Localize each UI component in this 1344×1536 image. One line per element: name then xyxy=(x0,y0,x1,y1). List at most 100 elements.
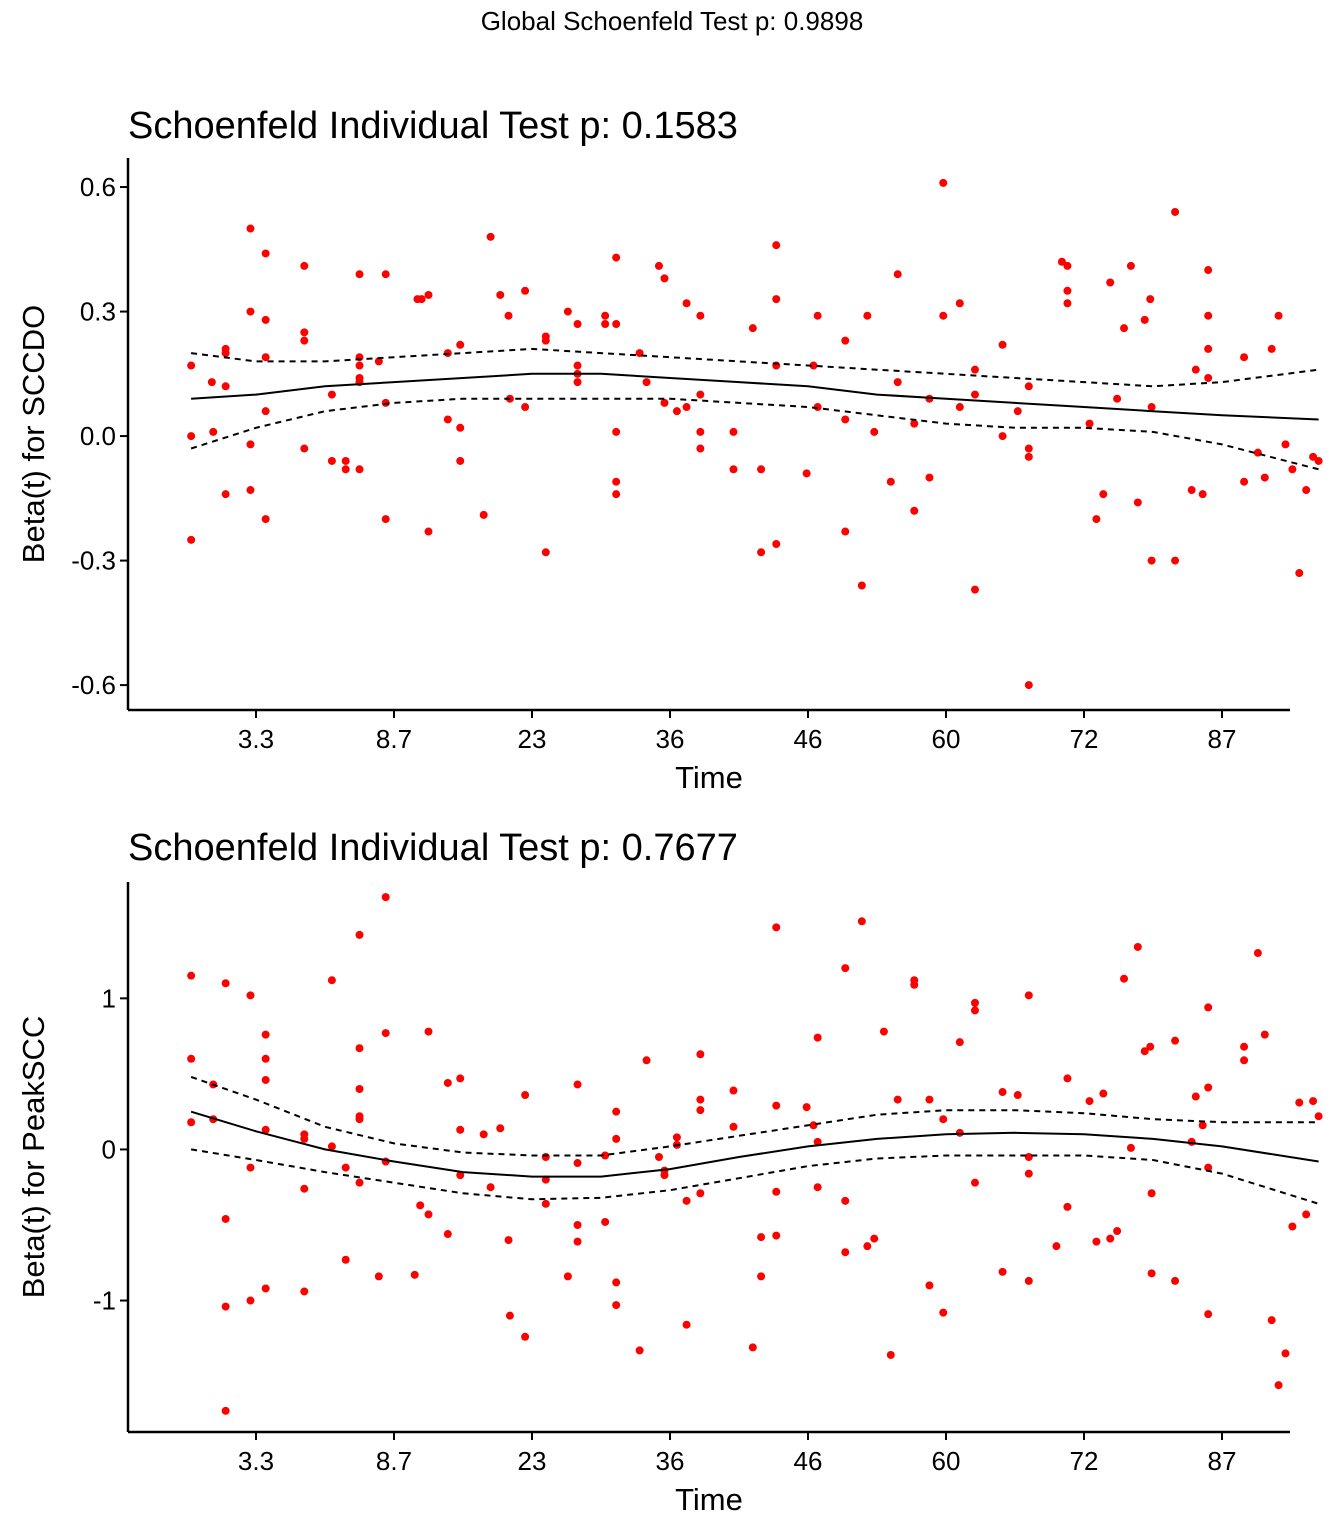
residual-point xyxy=(187,1054,196,1063)
residual-point xyxy=(1274,311,1283,320)
y-tick-label: -0.3 xyxy=(71,546,116,576)
x-tick-label: 60 xyxy=(932,724,961,754)
residual-point xyxy=(1267,1316,1276,1325)
residual-point xyxy=(729,1086,738,1095)
residual-point xyxy=(772,295,781,304)
residual-point xyxy=(612,1301,621,1310)
residual-point xyxy=(187,535,196,544)
x-tick-label: 3.3 xyxy=(238,1446,274,1476)
residual-point xyxy=(1024,1276,1033,1285)
residual-point xyxy=(772,1231,781,1240)
residual-point xyxy=(772,1187,781,1196)
y-axis-label: Beta(t) for SCCDO xyxy=(16,305,51,563)
residual-point xyxy=(327,456,336,465)
residual-point xyxy=(642,378,651,387)
residual-point xyxy=(939,311,948,320)
residual-point xyxy=(381,270,390,279)
residual-point xyxy=(1052,1242,1061,1251)
residual-point xyxy=(1204,1310,1213,1319)
residual-point xyxy=(327,390,336,399)
residual-point xyxy=(660,1171,669,1180)
residual-point xyxy=(802,469,811,478)
x-tick-label: 60 xyxy=(932,1446,961,1476)
residual-point xyxy=(1120,324,1129,333)
residual-point xyxy=(505,1311,514,1320)
residual-point xyxy=(998,1267,1007,1276)
residual-point xyxy=(1147,403,1156,412)
residual-point xyxy=(417,295,426,304)
residual-point xyxy=(1126,1143,1135,1152)
residual-point xyxy=(381,515,390,524)
residual-point xyxy=(939,1308,948,1317)
residual-point xyxy=(443,1230,452,1239)
x-tick-label: 87 xyxy=(1208,1446,1237,1476)
residual-point xyxy=(541,548,550,557)
residual-point xyxy=(496,1124,505,1133)
residual-point xyxy=(682,1196,691,1205)
residual-point xyxy=(1106,1234,1115,1243)
residual-point xyxy=(601,320,610,329)
residual-point xyxy=(355,1044,364,1053)
residual-point xyxy=(221,1302,230,1311)
residual-point xyxy=(970,390,979,399)
residual-point xyxy=(1171,207,1180,216)
residual-point xyxy=(573,1159,582,1168)
residual-point xyxy=(612,1134,621,1143)
residual-point xyxy=(300,336,309,345)
residual-point xyxy=(970,998,979,1007)
residual-point xyxy=(521,286,530,295)
residual-point xyxy=(187,1118,196,1127)
residual-point xyxy=(939,178,948,187)
residual-point xyxy=(1106,278,1115,287)
residual-point xyxy=(1063,1202,1072,1211)
residual-point xyxy=(970,365,979,374)
x-axis-label: Time xyxy=(675,760,743,795)
residual-point xyxy=(772,539,781,548)
residual-point xyxy=(813,403,822,412)
residual-point xyxy=(863,1242,872,1251)
residual-point xyxy=(696,1095,705,1104)
residual-point xyxy=(456,1074,465,1083)
residual-point xyxy=(1171,556,1180,565)
residual-point xyxy=(1113,394,1122,403)
residual-point xyxy=(682,1320,691,1329)
upper-confidence-band xyxy=(190,1075,1319,1157)
residual-point xyxy=(682,403,691,412)
residual-point xyxy=(1198,490,1207,499)
residual-point xyxy=(563,307,572,316)
residual-point xyxy=(748,1343,757,1352)
residual-point xyxy=(813,1033,822,1042)
residual-point xyxy=(300,444,309,453)
global-title: Global Schoenfeld Test p: 0.9898 xyxy=(480,6,864,36)
residual-point xyxy=(355,930,364,939)
residual-point xyxy=(1288,465,1297,474)
residual-point xyxy=(341,1163,350,1172)
residual-point xyxy=(1126,261,1135,270)
residual-point xyxy=(246,991,255,1000)
residual-point xyxy=(221,349,230,358)
x-tick-label: 36 xyxy=(656,1446,685,1476)
residual-point xyxy=(813,311,822,320)
residual-point xyxy=(1024,452,1033,461)
residual-point xyxy=(261,407,270,416)
residual-point xyxy=(424,1210,433,1219)
residual-point xyxy=(857,917,866,926)
residual-point xyxy=(757,465,766,474)
residual-point xyxy=(910,506,919,515)
residual-point xyxy=(479,1130,488,1139)
residual-point xyxy=(246,440,255,449)
x-tick-label: 36 xyxy=(656,724,685,754)
residual-point xyxy=(1140,1047,1149,1056)
residual-point xyxy=(1274,1381,1283,1390)
y-tick-label: 0.6 xyxy=(80,172,116,202)
residual-point xyxy=(841,415,850,424)
residual-point xyxy=(341,465,350,474)
residual-point xyxy=(1013,1091,1022,1100)
residual-point xyxy=(863,311,872,320)
residual-point xyxy=(541,1153,550,1161)
residual-point xyxy=(813,1137,822,1146)
residual-point xyxy=(424,527,433,536)
residual-point xyxy=(1191,365,1200,374)
residual-point xyxy=(970,1178,979,1187)
residual-point xyxy=(207,378,216,387)
